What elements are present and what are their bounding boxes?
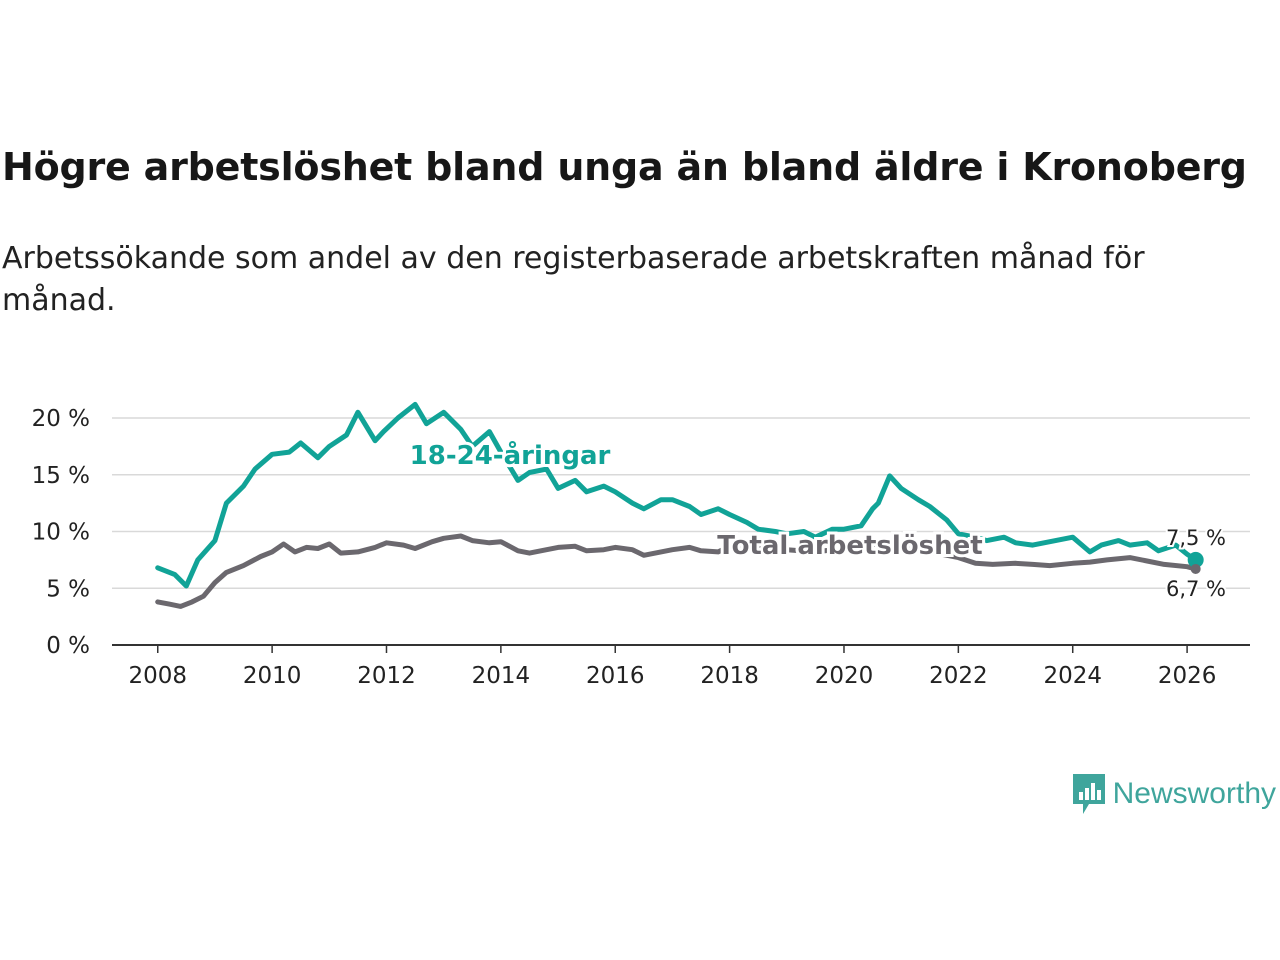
chart-subtitle: Arbetssökande som andel av den registerb… bbox=[2, 241, 1145, 318]
series-line-youth bbox=[155, 401, 1199, 589]
x-tick-label: 2018 bbox=[700, 663, 759, 689]
x-tick-label: 2026 bbox=[1158, 663, 1217, 689]
chart-title: Högre arbetslöshet bland unga än bland ä… bbox=[2, 145, 1247, 189]
newsworthy-logo-icon bbox=[1072, 774, 1105, 814]
youth-end-label: 7,5 % bbox=[1166, 526, 1226, 550]
y-axis-ticks: 0 % 5 % 10 % 15 % 20 % bbox=[32, 406, 90, 659]
series-layer bbox=[155, 401, 1204, 609]
x-tick-label: 2016 bbox=[586, 663, 645, 689]
total-series-label: Total arbetslöshet bbox=[717, 531, 982, 561]
x-tick-label: 2014 bbox=[472, 663, 531, 689]
line-chart: 0 %5 %10 %15 %20 % 2008 2010 2012 2014 2016 2… bbox=[32, 401, 1250, 689]
y-tick-label: 10 % bbox=[32, 520, 90, 546]
y-tick-label: 15 % bbox=[32, 463, 90, 489]
x-tick-label: 2022 bbox=[929, 663, 988, 689]
newsworthy-logo: Newsworthy bbox=[1071, 772, 1276, 816]
x-tick-label: 2024 bbox=[1043, 663, 1102, 689]
brand-name: Newsworthy bbox=[1112, 777, 1276, 810]
y-tick-label: 0 % bbox=[46, 633, 90, 659]
total-end-marker bbox=[1190, 563, 1201, 574]
total-end-label: 6,7 % bbox=[1166, 577, 1226, 601]
youth-end-marker bbox=[1187, 551, 1204, 568]
y-gridlines bbox=[112, 417, 1250, 589]
x-axis-ticks: 2008 2010 2012 2014 2016 2018 2020 2022 2024 2026 bbox=[128, 645, 1216, 689]
x-tick-label: 2020 bbox=[815, 663, 874, 689]
series-labels: 18-24-åringar Total arbetslöshet 7,5 % 6,7 … bbox=[407, 436, 1228, 603]
series-line-total bbox=[155, 533, 1199, 609]
x-tick-label: 2010 bbox=[243, 663, 302, 689]
x-tick-label: 2012 bbox=[357, 663, 416, 689]
x-tick-label: 2008 bbox=[128, 663, 187, 689]
youth-series-label: 18-24-åringar bbox=[410, 439, 611, 471]
y-tick-label: 20 % bbox=[32, 406, 90, 432]
y-tick-label: 5 % bbox=[46, 576, 90, 602]
